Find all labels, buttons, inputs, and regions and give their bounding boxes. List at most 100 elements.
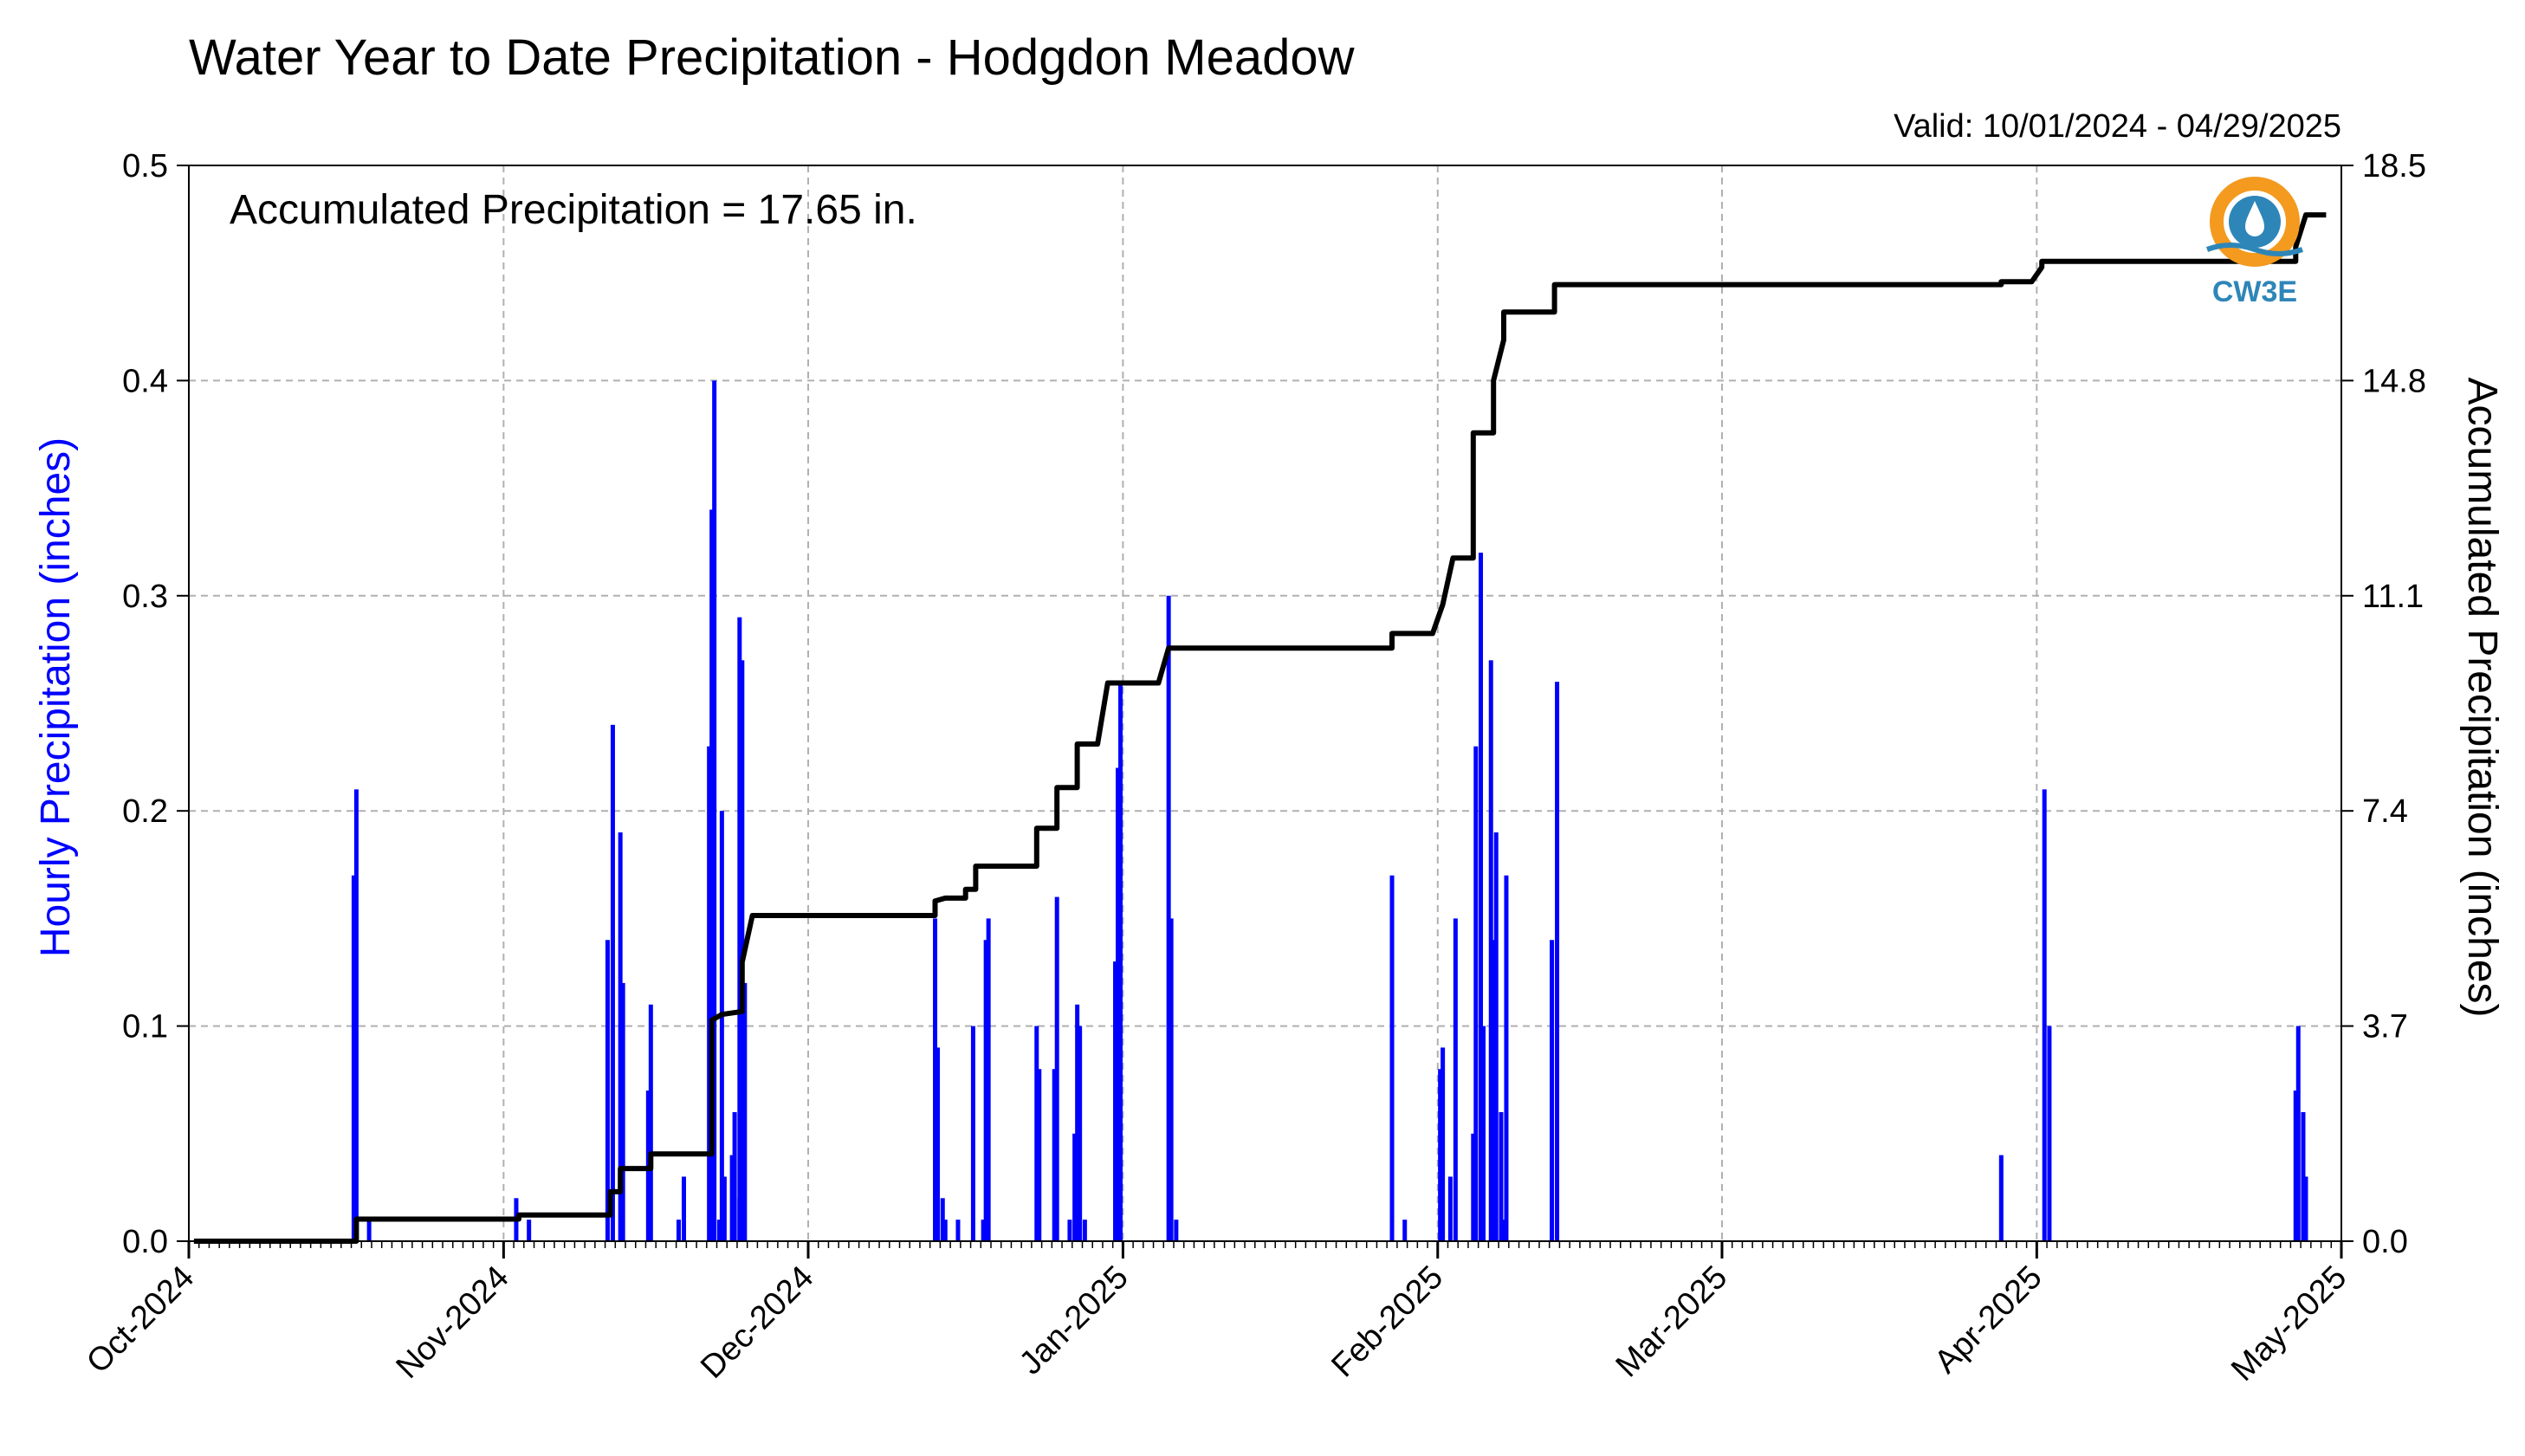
x-tick-label: Dec-2024 [694,1259,820,1386]
precip-bar [933,918,938,1241]
precip-bar [936,1047,941,1241]
y-left-tick-label: 0.3 [122,579,168,615]
precip-bar [1082,1220,1087,1241]
axis-ticks: 0.0 0.1 0.2 0.3 0.4 0.5 0.0 3.7 7.4 11.1 14.8 18.5 O… [80,148,2426,1388]
precip-bar [981,1220,986,1241]
y-left-tick-label: 0.2 [122,793,168,830]
precip-bar [983,940,988,1241]
precip-bar [1998,1155,2004,1241]
y-left-tick-label: 0.5 [122,148,168,184]
precip-bar [351,875,356,1241]
precip-bar [1471,1133,1476,1241]
precip-bar [1481,1026,1486,1241]
precip-bar [1389,875,1395,1241]
y-right-tick-label: 11.1 [2362,579,2424,615]
logo-text: CW3E [2212,275,2297,308]
y-right-tick-label: 18.5 [2362,148,2426,184]
precip-bar [1447,1176,1453,1241]
logo-drop-icon [2245,201,2264,236]
precip-bar [1453,918,1458,1241]
precip-bar [1473,746,1479,1241]
precip-bar [677,1220,682,1241]
y-right-tick-label: 3.7 [2362,1009,2408,1045]
precip-bar [709,509,715,1241]
cw3e-logo: CW3E [2205,177,2304,308]
precip-bar [1550,940,1555,1241]
x-tick-label: Mar-2025 [1609,1259,1735,1385]
precip-bar [2293,1090,2298,1241]
precip-bar [1067,1220,1072,1241]
x-tick-label: Jan-2025 [1013,1259,1136,1382]
precip-bar [648,1004,653,1241]
precip-bar [940,1198,945,1241]
precip-bar [1501,1220,1506,1241]
precip-bar [1493,832,1499,1241]
precip-bar [1116,767,1121,1241]
precip-bar [732,1111,737,1241]
plot-frame [188,165,2342,1242]
logo-wave-icon [2205,243,2304,256]
accumulated-precip-line [193,212,2327,1244]
precip-bar [1174,1220,1179,1241]
y-right-tick-label: 0.0 [2362,1224,2408,1260]
y-left-tick-label: 0.1 [122,1009,168,1045]
grid-lines [189,165,2341,1241]
precip-bar [353,789,359,1241]
precip-bar [2295,1026,2301,1241]
precip-bar [1555,682,1560,1241]
precip-bar [1438,1069,1443,1241]
precip-bar [2047,1026,2052,1241]
precip-bar [1479,553,1484,1241]
x-tick-label: Apr-2025 [1927,1259,2049,1381]
precip-bar [955,1220,961,1241]
y-right-tick-label: 14.8 [2362,363,2426,399]
precip-bar [742,982,748,1241]
precip-bar [2042,789,2047,1241]
precip-bar [970,1026,975,1241]
chart-title: Water Year to Date Precipitation - Hodgd… [189,29,1356,86]
x-tick-label: May-2025 [2224,1259,2353,1388]
x-tick-label: Oct-2024 [80,1259,201,1381]
precip-bar [1504,875,1509,1241]
accumulated-annotation: Accumulated Precipitation = 17.65 in. [230,187,917,233]
precip-bar [605,940,610,1241]
x-tick-label: Feb-2025 [1324,1259,1450,1385]
precip-bar [682,1176,687,1241]
x-tick-label: Nov-2024 [390,1259,516,1386]
precip-bar [1402,1220,1408,1241]
y-axis-left-label: Hourly Precipitation (inches) [33,437,79,957]
precip-bar [620,982,625,1241]
precip-bar [1499,1111,1504,1241]
y-left-tick-label: 0.0 [122,1224,168,1260]
y-right-tick-label: 7.4 [2362,793,2408,830]
precip-bar [719,811,724,1241]
precip-bar [1491,940,1496,1241]
precip-bar [618,832,623,1241]
precip-bar [610,724,615,1241]
precip-bar [1075,1004,1080,1241]
y-axis-right-label: Accumulated Precipitation (inches) [2459,377,2505,1017]
valid-range: Valid: 10/01/2024 - 04/29/2025 [1894,108,2341,145]
precip-bar [527,1220,532,1241]
precip-bar [737,617,742,1241]
precip-bar [737,1198,742,1241]
precip-bar [1078,1026,1083,1241]
logo-ring-icon [2210,177,2300,267]
precip-bar [1072,1133,1078,1241]
precip-bar [366,1220,372,1241]
precip-bar [1488,660,1493,1241]
precip-bar [722,1176,727,1241]
precip-bar [1034,1026,1039,1241]
precip-bar [1037,1069,1042,1241]
precip-bar [942,1220,948,1241]
precip-bar [986,918,991,1241]
precip-bar [1052,1069,1057,1241]
precip-bar [1441,1047,1446,1241]
y-left-tick-label: 0.4 [122,363,168,399]
precip-bar [716,1220,722,1241]
precip-bar [1169,918,1174,1241]
precip-bar [729,1155,735,1241]
precip-bar [1166,595,1171,1241]
precip-bar [712,380,717,1241]
